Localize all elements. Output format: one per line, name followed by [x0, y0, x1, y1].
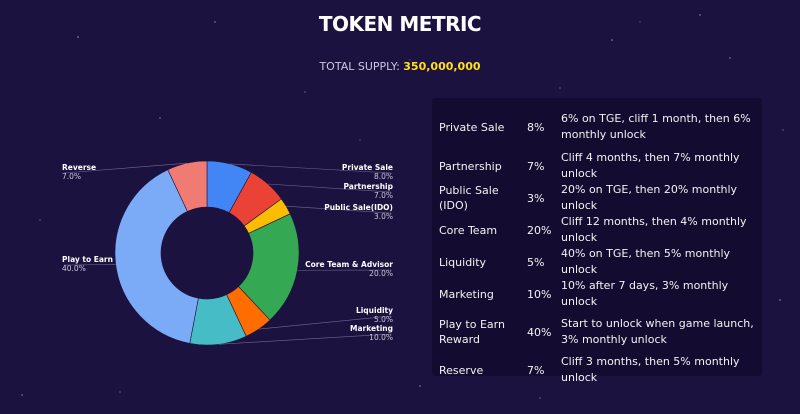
slice-label: Private Sale — [342, 163, 393, 172]
allocation-name: Liquidity — [439, 255, 487, 269]
slice-label: Liquidity — [356, 306, 393, 315]
slice-value-label: 7.0% — [374, 191, 393, 200]
table-row: Play to Earn Reward 40% Start to unlock wh… — [432, 310, 762, 354]
vesting-schedule: 10% after 7 days, 3% monthly unlock — [561, 279, 729, 308]
allocation-percent: 10% — [527, 287, 552, 301]
table-row: Reserve 7% Cliff 3 months, then 5% monthly… — [432, 354, 762, 386]
slice-value-label: 40.0% — [62, 264, 86, 273]
slice-label: Reverse — [62, 163, 96, 172]
vesting-schedule: Cliff 4 months, then 7% monthly unlock — [561, 151, 740, 180]
vesting-schedule: Cliff 12 months, then 4% monthly unlock — [561, 215, 747, 244]
vesting-schedule: 6% on TGE, cliff 1 month, then 6% monthl… — [561, 112, 751, 141]
allocation-percent: 20% — [527, 223, 552, 237]
vesting-schedule: 20% on TGE, then 20% monthly unlock — [561, 183, 738, 212]
slice-label: Play to Earn — [62, 255, 113, 264]
token-metric-panel — [432, 98, 762, 376]
leader-line — [63, 162, 187, 174]
table-row: Public Sale (IDO) 3% 20% on TGE, then 20% … — [432, 182, 762, 214]
allocation-percent: 8% — [527, 120, 545, 134]
slice-label: Marketing — [350, 324, 393, 333]
allocation-name: Core Team — [439, 223, 498, 237]
allocation-name: Play to Earn Reward — [439, 318, 505, 346]
vesting-schedule: Cliff 3 months, then 5% monthly unlock — [561, 355, 740, 384]
total-supply-label: TOTAL SUPPLY: — [319, 60, 400, 73]
table-row: Partnership 7% Cliff 4 months, then 7% mon… — [432, 150, 762, 182]
slice-value-label: 5.0% — [374, 315, 393, 324]
total-supply-value: 350,000,000 — [403, 60, 481, 73]
allocation-percent: 3% — [527, 191, 545, 205]
leader-line — [229, 163, 392, 174]
donut-slice-play-to-earn — [114, 169, 199, 344]
slice-value-label: 8.0% — [374, 172, 393, 181]
leader-line — [218, 333, 392, 345]
allocation-percent: 7% — [527, 363, 545, 377]
leader-line — [258, 315, 392, 330]
table-row: Marketing 10% 10% after 7 days, 3% monthly… — [432, 278, 762, 310]
allocation-percent: 5% — [527, 255, 545, 269]
table-row: Core Team 20% Cliff 12 months, then 4% mon… — [432, 214, 762, 246]
leader-line — [267, 183, 392, 193]
donut-slice-reverse — [167, 160, 208, 212]
allocation-name: Private Sale — [439, 120, 505, 134]
slice-label: Core Team & Advisor — [305, 260, 393, 269]
vesting-schedule: Start to unlock when game launch, 3% mon… — [561, 317, 754, 346]
slice-value-label: 10.0% — [369, 333, 393, 342]
allocation-name: Public Sale (IDO) — [439, 184, 499, 212]
allocation-name: Marketing — [439, 287, 494, 301]
leader-line — [286, 205, 392, 214]
token-metric-table: Private Sale 8% 6% on TGE, cliff 1 month, … — [432, 104, 762, 386]
allocation-name: Partnership — [439, 159, 502, 173]
slice-value-label: 20.0% — [369, 269, 393, 278]
total-supply: TOTAL SUPPLY: 350,000,000 — [0, 60, 800, 73]
slice-value-label: 3.0% — [374, 212, 393, 221]
allocation-percent: 40% — [527, 325, 552, 339]
table-row: Private Sale 8% 6% on TGE, cliff 1 month, … — [432, 104, 762, 150]
allocation-name: Reserve — [439, 363, 484, 377]
slice-label: Partnership — [343, 182, 393, 191]
table-row: Liquidity 5% 40% on TGE, then 5% monthly u… — [432, 246, 762, 278]
allocation-percent: 7% — [527, 159, 545, 173]
vesting-schedule: 40% on TGE, then 5% monthly unlock — [561, 247, 731, 276]
slice-value-label: 7.0% — [62, 172, 81, 181]
page-title: TOKEN METRIC — [318, 12, 482, 36]
slice-label: Public Sale(IDO) — [324, 203, 393, 212]
